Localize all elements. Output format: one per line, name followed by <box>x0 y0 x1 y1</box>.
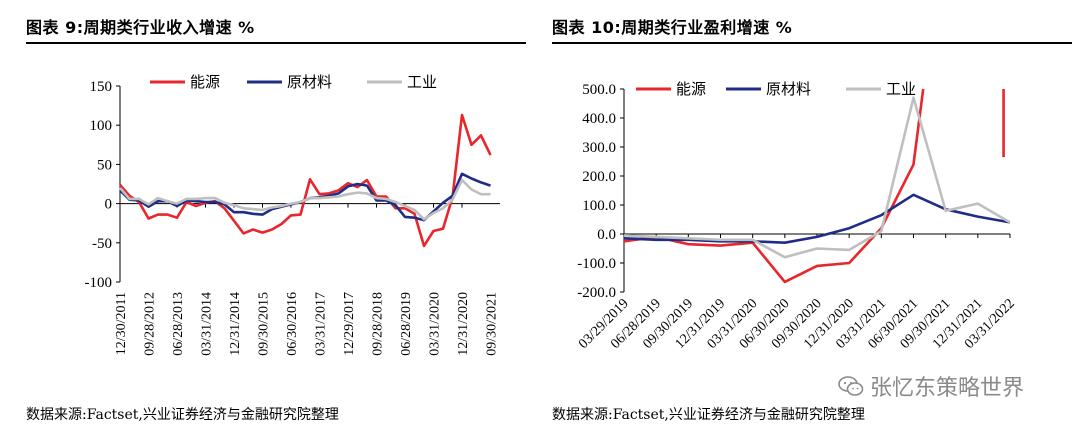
legend-label: 工业 <box>886 80 916 98</box>
x-tick-label: 12/29/2017 <box>342 292 357 356</box>
x-tick-label: 09/28/2012 <box>143 292 158 356</box>
x-tick-label: 06/28/2019 <box>399 292 414 356</box>
x-tick-label: 12/31/2020 <box>456 292 471 356</box>
legend-label: 工业 <box>407 73 437 91</box>
revenue-growth-panel: 图表 9:周期类行业收入增速 % -100 -50 0 50 100 150 12/30/2… <box>26 18 526 423</box>
series-line-能源 <box>119 113 492 248</box>
legend-label: 原材料 <box>287 73 332 91</box>
y-tick-label: 100 <box>90 118 113 134</box>
source-note: 数据来源:Factset,兴业证券经济与金融研究院整理 <box>26 407 339 423</box>
x-tick-label: 12/31/2014 <box>228 292 243 356</box>
x-tick-label: 09/30/2015 <box>257 292 272 356</box>
x-tick-label: 03/31/2017 <box>314 292 329 356</box>
series-line-工业 <box>623 96 1011 259</box>
y-tick-label: -100.0 <box>577 256 616 272</box>
y-tick-label: 500.0 <box>582 82 616 98</box>
chart-title: 图表 9:周期类行业收入增速 % <box>26 18 255 37</box>
revenue-growth-chart: -100 -50 0 50 100 150 12/30/2011 09/28/2012 06/2… <box>85 73 500 356</box>
watermark: 张忆东策略世界 <box>838 370 1024 402</box>
y-tick-label: 300.0 <box>582 140 616 156</box>
legend-label: 能源 <box>190 73 220 91</box>
y-tick-label: 50 <box>97 157 112 173</box>
watermark-text: 张忆东策略世界 <box>870 376 1025 401</box>
y-tick-label: -200.0 <box>577 285 616 301</box>
x-tick-label: 09/28/2018 <box>371 292 386 356</box>
y-tick-label: 100.0 <box>582 198 616 214</box>
source-note: 数据来源:Factset,兴业证券经济与金融研究院整理 <box>552 407 865 423</box>
title-underline <box>26 42 526 44</box>
x-tick-label: 03/31/2020 <box>428 292 443 356</box>
y-tick-label: -50 <box>92 236 112 252</box>
title-underline <box>552 42 1072 44</box>
y-tick-label: 150 <box>90 79 113 95</box>
y-tick-label: 0 <box>105 197 113 213</box>
profit-growth-chart: -200.0 -100.0 0.0 100.0 200.0 300.0 400.0 500.0… <box>576 80 1018 352</box>
chart-title: 图表 10:周期类行业盈利增速 % <box>552 18 793 37</box>
series-line-工业 <box>119 178 491 221</box>
wechat-icon <box>838 376 864 396</box>
y-tick-label: 0.0 <box>597 227 616 243</box>
y-tick-label: 200.0 <box>582 169 616 185</box>
x-tick-label: 09/30/2021 <box>485 292 500 356</box>
x-tick-label: 12/30/2011 <box>114 292 129 355</box>
series-line-能源 <box>623 88 925 284</box>
x-tick-label: 06/30/2016 <box>285 292 300 356</box>
legend-label: 原材料 <box>766 80 811 98</box>
y-tick-label: -100 <box>85 275 113 291</box>
x-tick-label: 03/31/2014 <box>200 292 215 356</box>
x-tick-label: 06/28/2013 <box>171 292 186 356</box>
y-tick-label: 400.0 <box>582 111 616 127</box>
profit-growth-panel: 图表 10:周期类行业盈利增速 % -200.0 -100.0 0.0 100.0 20… <box>540 0 1080 435</box>
legend-label: 能源 <box>676 80 706 98</box>
